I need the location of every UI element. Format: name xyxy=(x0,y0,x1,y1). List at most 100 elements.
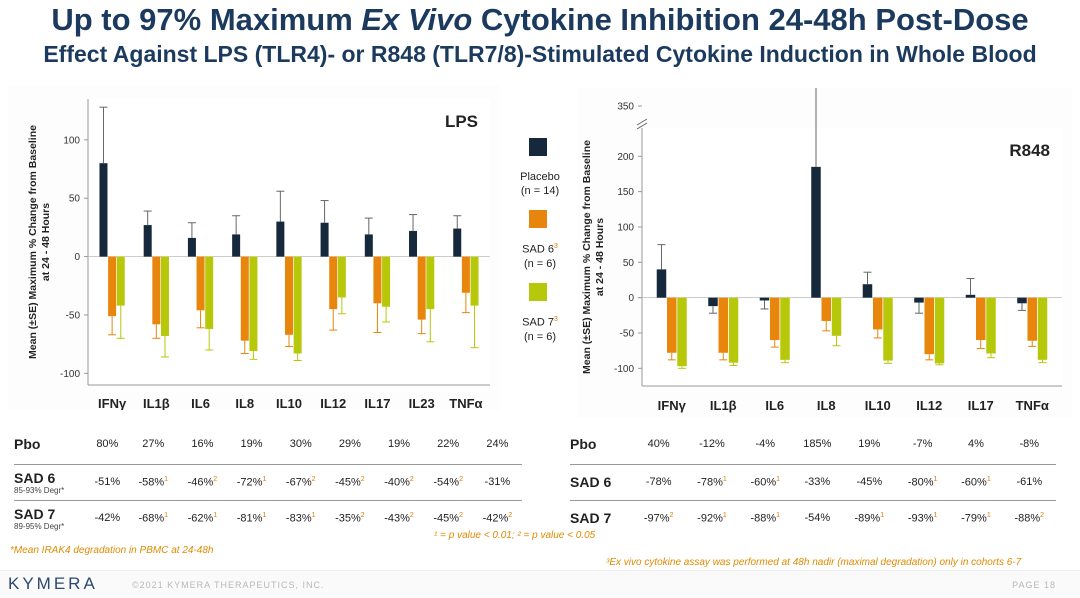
bar-sad6 xyxy=(240,256,249,341)
table-cell: 24% xyxy=(486,437,509,450)
bar-sad6 xyxy=(976,297,986,341)
r848-values-table: Pbo 40% -12% -4% 185% 19% -7% 4% -8% SAD 6 -78% -78… xyxy=(570,424,1056,536)
table-cell: -7% xyxy=(912,437,933,450)
bar-placebo xyxy=(759,297,770,301)
x-category-label: TNFα xyxy=(1016,398,1049,413)
row-label: SAD 7 xyxy=(570,510,612,527)
bar-sad6 xyxy=(373,256,382,304)
table-cell: -31% xyxy=(484,476,511,488)
kymera-logo: KYMERA xyxy=(8,574,98,593)
legend-swatch-sad6 xyxy=(529,210,547,228)
table-cell: -81%1 xyxy=(236,511,267,525)
bar-sad6 xyxy=(196,256,205,311)
bar-sad7 xyxy=(677,297,687,367)
x-category-label: IL17 xyxy=(968,398,994,413)
axis-break-mark xyxy=(636,118,648,130)
table-row: SAD 7 89-95% Degr* -42% -68%1 -62%1 -81%1 -83%… xyxy=(14,500,522,536)
table-cell: -61% xyxy=(1016,476,1043,488)
table-cell: 27% xyxy=(142,437,165,450)
bar-placebo xyxy=(187,237,196,257)
y-tick-label: 350 xyxy=(617,102,634,113)
bar-sad7 xyxy=(470,256,479,306)
table-cell: -79%1 xyxy=(961,511,991,525)
table-cell: -88%1 xyxy=(750,511,781,525)
table-row: SAD 6 -78% -78%1 -60%1 -33% -45% -80%1 -60%1 -61… xyxy=(570,464,1056,500)
bar-sad7 xyxy=(116,256,125,306)
table-cell: -58%1 xyxy=(138,475,169,489)
table-cell: 19% xyxy=(388,437,411,450)
table-cell: -54%2 xyxy=(433,475,463,489)
pvalue-footnote: ¹ = p value < 0.01; ² = p value < 0.05 xyxy=(434,530,596,541)
legend-label-placebo: Placebo (n = 14) xyxy=(520,171,560,197)
table-cell: 19% xyxy=(240,437,263,450)
row-label: Pbo xyxy=(14,435,41,452)
table-cell: 185% xyxy=(803,437,832,450)
x-category-label: TNFα xyxy=(449,396,482,410)
bar-sad6 xyxy=(152,256,161,325)
bar-placebo xyxy=(276,221,285,257)
bar-sad6 xyxy=(461,256,470,293)
row-label: SAD 6 85-93% Degr* xyxy=(14,469,65,495)
x-category-label: IL6 xyxy=(765,398,784,413)
table-cell: -8% xyxy=(1019,437,1040,450)
table-cell: 4% xyxy=(967,437,984,450)
bar-sad7 xyxy=(382,256,391,307)
table-cell: -97%2 xyxy=(643,511,674,525)
table-cell: -62%1 xyxy=(187,511,218,525)
y-tick-label: 100 xyxy=(617,222,634,233)
chart-title: LPS xyxy=(445,112,478,131)
bar-placebo xyxy=(320,222,329,257)
bar-sad7 xyxy=(934,297,945,364)
x-category-label: IL6 xyxy=(191,396,210,410)
y-tick-label: 200 xyxy=(617,152,634,163)
table-cell: 29% xyxy=(338,437,361,450)
plot-area xyxy=(642,128,1062,386)
table-cell: -40%2 xyxy=(384,475,414,489)
table-cell: -89%1 xyxy=(854,511,885,525)
table-cell: -33% xyxy=(804,476,831,488)
bar-sad6 xyxy=(770,297,780,341)
lps-chart: 100 50 0 -50 -100 IFNγ IL1β IL6 IL8 IL10 IL12 IL17 I… xyxy=(27,99,490,411)
table-cell: -67%2 xyxy=(285,475,316,489)
table-cell: -80%1 xyxy=(907,475,938,489)
row-label: SAD 6 xyxy=(570,474,612,490)
bar-placebo xyxy=(708,297,718,307)
bar-sad6 xyxy=(821,297,831,321)
bar-sad6 xyxy=(108,256,117,317)
row-label: SAD 7 89-95% Degr* xyxy=(14,505,65,531)
r848-chart: 350 200 150 100 50 0 -50 -100 IFNγ IL1β IL6 IL8 IL10… xyxy=(581,49,1062,413)
table-cell: -72%1 xyxy=(236,475,267,489)
table-cell: -78%1 xyxy=(697,475,727,489)
bar-placebo xyxy=(364,234,373,257)
page-number: PAGE 18 xyxy=(1012,580,1056,590)
table-cell: -60%1 xyxy=(750,475,781,489)
table-cell: 40% xyxy=(647,437,670,450)
table-cell: -92%1 xyxy=(697,511,727,525)
table-cell: -51% xyxy=(94,476,121,488)
bar-placebo xyxy=(811,166,821,298)
x-category-label: IFNγ xyxy=(658,398,687,413)
y-tick-label: -100 xyxy=(60,369,80,380)
bar-sad7 xyxy=(337,256,346,298)
bar-sad7 xyxy=(831,297,842,336)
table-cell: -35%2 xyxy=(335,511,365,525)
bar-placebo xyxy=(143,225,152,257)
bar-placebo xyxy=(99,163,108,257)
y-tick-label: 50 xyxy=(623,258,635,269)
table-cell: 19% xyxy=(858,437,881,450)
x-category-label: IL12 xyxy=(916,398,942,413)
bar-sad7 xyxy=(293,256,302,354)
y-tick-label: 150 xyxy=(617,187,634,198)
bar-sad6 xyxy=(417,256,426,320)
bar-placebo xyxy=(409,230,418,257)
x-category-label: IFNγ xyxy=(98,396,127,410)
x-category-label: IL17 xyxy=(364,396,390,410)
y-tick-label: 100 xyxy=(63,135,80,146)
bar-placebo xyxy=(232,234,241,257)
lps-values-table: Pbo 80% 27% 16% 19% 30% 29% 19% 22% 24% SAD 6 85-93… xyxy=(14,424,522,536)
table-cell: -45%2 xyxy=(433,511,463,525)
table-cell: -93%1 xyxy=(907,511,938,525)
y-tick-label: 0 xyxy=(628,293,634,304)
table-row: Pbo 80% 27% 16% 19% 30% 29% 19% 22% 24% xyxy=(14,424,522,464)
y-tick-label: 50 xyxy=(69,194,81,205)
